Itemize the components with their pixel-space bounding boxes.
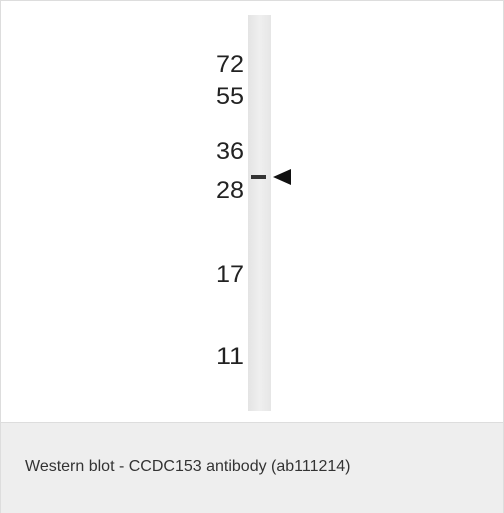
marker-label: 55 [216, 83, 244, 110]
caption: Western blot - CCDC153 antibody (ab11121… [25, 458, 351, 476]
blot-image: 72 55 36 28 17 11 [1, 1, 503, 422]
lane [248, 15, 271, 411]
marker-label: 17 [216, 261, 244, 288]
marker-label: 36 [216, 138, 244, 165]
blot: 72 55 36 28 17 11 [1, 1, 503, 422]
band [251, 175, 266, 179]
figure-frame: 72 55 36 28 17 11 Western blot - CCDC153 anti… [0, 0, 504, 513]
arrow [273, 169, 291, 185]
marker-label: 11 [216, 343, 244, 370]
markers: 72 55 36 28 17 11 [216, 51, 244, 370]
caption-panel: Western blot - CCDC153 antibody (ab11121… [1, 422, 503, 513]
marker-label: 28 [216, 177, 244, 204]
marker-label: 72 [216, 51, 244, 78]
